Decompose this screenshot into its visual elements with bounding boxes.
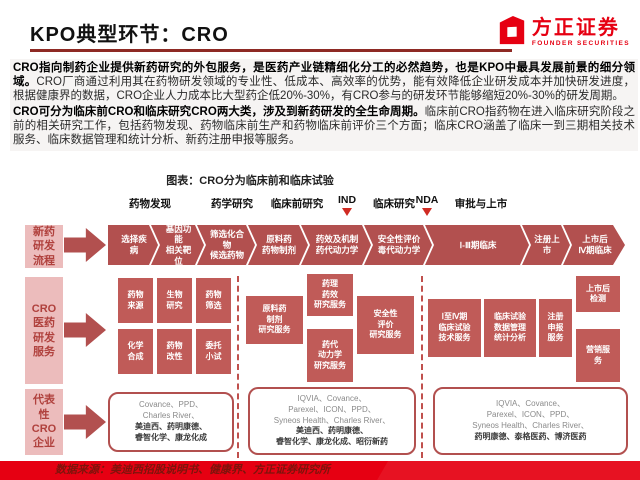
ind-arrow-down-icon bbox=[342, 208, 352, 216]
intro-paragraph-2-lead: CRO可分为临床前CRO和临床研究CRO两大类，涉及到新药研发的全生命周期。 bbox=[13, 106, 425, 119]
title-divider bbox=[30, 49, 512, 52]
process-step: Ⅰ-Ⅲ期临床 bbox=[425, 225, 529, 265]
service-box: 注册 申报 服务 bbox=[539, 299, 572, 357]
process-step: 筛选化合物 候选药物 bbox=[197, 225, 255, 265]
intro-paragraph-1: CRO指向制药企业提供新药研究的外包服务，是医药产业链精细化分工的必然趋势，也是… bbox=[13, 61, 635, 103]
stage-label-clinical: 临床研究 bbox=[373, 198, 415, 210]
row-label-cro-services: CRO 医药 研发 服务 bbox=[25, 277, 63, 384]
dashed-divider-preclinical bbox=[237, 276, 239, 458]
company-box-discovery: Covance、PPD、 Charles River、 美迪西、药明康德、 睿智… bbox=[108, 392, 234, 452]
row-label-rd-process: 新药 研发 流程 bbox=[25, 225, 63, 268]
service-box: Ⅰ至Ⅳ期 临床试验 技术服务 bbox=[428, 299, 481, 357]
intro-paragraph-2-body: 临床前CRO指药物在进入临床研究阶段之前的相关研究工作，包括药物发现、药物临床前… bbox=[13, 106, 635, 147]
row-label-companies: 代表 性 CRO 企业 bbox=[25, 389, 63, 455]
nda-label: NDA bbox=[415, 194, 439, 206]
intro-paragraph-1-lead: CRO指向制药企业提供新药研究的外包服务，是医药产业链精细化分工的必然趋势，也是… bbox=[13, 62, 635, 89]
service-box: 化学 合成 bbox=[118, 329, 153, 374]
process-step: 选择疾病 bbox=[108, 225, 158, 265]
company-list-latin: Covance、PPD、 Charles River、 bbox=[138, 400, 204, 421]
footer-bar: 数据来源：美迪西招股说明书、健康界、方正证券研究所 bbox=[0, 461, 640, 480]
service-box: 药理 药效 研究服务 bbox=[307, 274, 353, 316]
process-step: 上市后 Ⅳ期临床 bbox=[563, 225, 625, 265]
logo-company-name: 方正证券 bbox=[531, 16, 620, 39]
row-arrow-icon-3 bbox=[64, 405, 106, 439]
company-box-clinical: IQVIA、Covance、 Parexel、ICON、PPD、 Syneos … bbox=[433, 387, 628, 455]
ind-marker: IND bbox=[334, 194, 360, 216]
service-box: 原料药 制剂 研究服务 bbox=[246, 296, 303, 344]
service-box: 药物 改性 bbox=[157, 329, 192, 374]
company-list-cn: 美迪西、药明康德、 睿智化学、康龙化成、昭衍新药 bbox=[276, 426, 388, 447]
service-box: 营销服 务 bbox=[576, 329, 620, 382]
service-box: 药物 筛选 bbox=[196, 278, 231, 323]
process-chevron-band: 选择疾病 基因功能 相关靶位 筛选化合物 候选药物 原料药 药物制剂 药效及机制… bbox=[108, 225, 625, 265]
stage-label-approval: 审批与上市 bbox=[454, 198, 508, 210]
nda-marker: NDA bbox=[412, 194, 442, 216]
process-step: 安全性评价 毒代动力学 bbox=[364, 225, 432, 265]
figure-caption: 图表：CRO分为临床前和临床试验 bbox=[166, 175, 334, 187]
process-step: 基因功能 相关靶位 bbox=[151, 225, 204, 265]
page-title: KPO典型环节：CRO bbox=[30, 24, 229, 46]
logo-company-name-en: FOUNDER SECURITIES bbox=[531, 39, 630, 47]
intro-paragraph-2: CRO可分为临床前CRO和临床研究CRO两大类，涉及到新药研发的全生命周期。临床… bbox=[13, 105, 635, 147]
service-box: 生物 研究 bbox=[157, 278, 192, 323]
service-box: 药物 来源 bbox=[118, 278, 153, 323]
nda-arrow-down-icon bbox=[422, 208, 432, 216]
dashed-divider-clinical bbox=[421, 276, 423, 458]
row-arrow-icon-2 bbox=[64, 313, 106, 347]
process-step: 注册上市 bbox=[522, 225, 570, 265]
company-list-latin: IQVIA、Covance、 Parexel、ICON、PPD、 Syneos … bbox=[472, 399, 589, 430]
row-arrow-icon-1 bbox=[64, 228, 106, 262]
data-source-note: 数据来源：美迪西招股说明书、健康界、方正证券研究所 bbox=[55, 464, 330, 476]
company-box-preclinical: IQVIA、Covance、 Parexel、ICON、PPD、 Syneos … bbox=[248, 387, 416, 455]
process-step: 药效及机制 药代动力学 bbox=[301, 225, 371, 265]
service-box: 安全性 评价 研究服务 bbox=[357, 296, 414, 354]
founder-logo-icon bbox=[497, 14, 527, 51]
intro-paragraph-1-body: CRO厂商通过利用其在药物研发领域的专业性、低成本、高效率的优势，能有效降低企业… bbox=[13, 76, 635, 103]
intro-text-block: CRO指向制药企业提供新药研究的外包服务，是医药产业链精细化分工的必然趋势，也是… bbox=[10, 59, 638, 152]
stage-label-discovery: 药物发现 bbox=[129, 198, 171, 210]
stage-label-preclinical: 临床前研究 bbox=[270, 198, 324, 210]
founder-securities-logo: 方正证券 FOUNDER SECURITIES bbox=[497, 14, 630, 51]
process-step: 原料药 药物制剂 bbox=[248, 225, 308, 265]
stage-label-pharm-research: 药学研究 bbox=[211, 198, 253, 210]
company-list-cn: 药明康德、泰格医药、博济医药 bbox=[474, 431, 587, 441]
service-box: 委托 小试 bbox=[196, 329, 231, 374]
service-box: 临床试验 数据管理 统计分析 bbox=[484, 299, 536, 357]
service-box: 药代 动力学 研究服务 bbox=[307, 329, 353, 382]
company-list-latin: IQVIA、Covance、 Parexel、ICON、PPD、 Syneos … bbox=[273, 394, 391, 425]
company-list-cn: 美迪西、药明康德、 睿智化学、康龙化成 bbox=[135, 422, 207, 442]
service-box: 上市后 检测 bbox=[576, 276, 620, 312]
ind-label: IND bbox=[337, 194, 357, 206]
